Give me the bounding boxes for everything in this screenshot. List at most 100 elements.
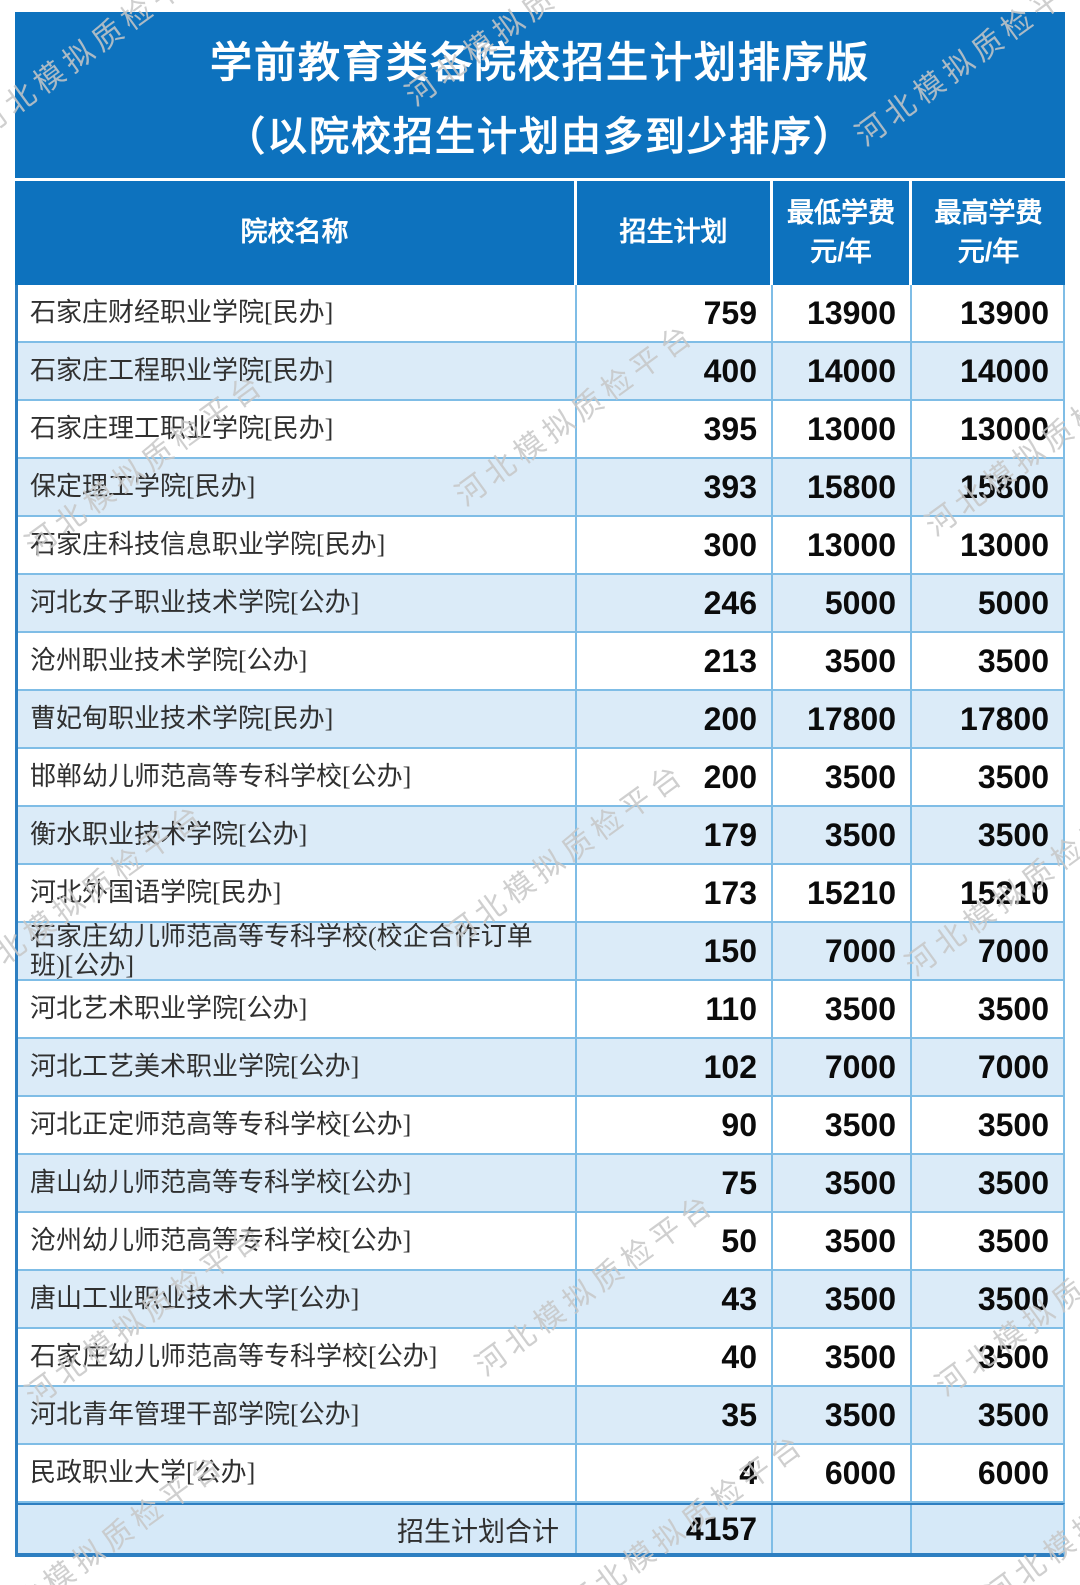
table-row: 河北艺术职业学院[公办] 110 3500 3500 (18, 981, 1063, 1039)
min-fee-cell: 3500 (773, 807, 912, 863)
plan-cell: 173 (577, 865, 773, 921)
college-name-cell: 衡水职业技术学院[公办] (18, 807, 577, 863)
table-row: 民政职业大学[公办] 4 6000 6000 (18, 1445, 1063, 1503)
college-name-cell: 河北艺术职业学院[公办] (18, 981, 577, 1037)
college-name-cell: 沧州职业技术学院[公办] (18, 633, 577, 689)
table-row: 石家庄财经职业学院[民办] 759 13900 13900 (18, 285, 1063, 343)
total-max-fee-empty (912, 1505, 1063, 1553)
min-fee-cell: 17800 (773, 691, 912, 747)
college-name-cell: 沧州幼儿师范高等专科学校[公办] (18, 1213, 577, 1269)
max-fee-cell: 3500 (977, 1222, 1049, 1259)
min-fee-cell: 3500 (773, 1387, 912, 1443)
plan-cell: 400 (577, 343, 773, 399)
college-name-cell: 河北正定师范高等专科学校[公办] (18, 1097, 577, 1153)
max-fee-cell: 7000 (977, 932, 1049, 969)
min-fee-cell: 3500 (773, 1155, 912, 1211)
table-row: 邯郸幼儿师范高等专科学校[公办] 200 3500 3500 (18, 749, 1063, 807)
min-fee-cell: 3500 (773, 1329, 912, 1385)
header-max-fee: 最高学费 元/年 (912, 181, 1065, 285)
max-fee-cell: 6000 (977, 1454, 1049, 1491)
college-name-cell: 保定理工学院[民办] (18, 459, 577, 515)
page-title: 学前教育类各院校招生计划排序版 (209, 38, 870, 86)
table-row: 唐山工业职业技术大学[公办] 43 3500 3500 (18, 1271, 1063, 1329)
total-plan-value: 4157 (577, 1505, 773, 1553)
min-fee-cell: 5000 (773, 575, 912, 631)
min-fee-cell: 13000 (773, 517, 912, 573)
max-fee-cell: 15210 (960, 874, 1049, 911)
min-fee-cell: 3500 (773, 1097, 912, 1153)
table-row: 河北青年管理干部学院[公办] 35 3500 3500 (18, 1387, 1063, 1445)
min-fee-cell: 15210 (773, 865, 912, 921)
max-fee-cell: 3500 (977, 816, 1049, 853)
header-max-fee-line2: 元/年 (957, 237, 1020, 267)
plan-cell: 150 (577, 923, 773, 979)
table-row: 唐山幼儿师范高等专科学校[公办] 75 3500 3500 (18, 1155, 1063, 1213)
table-header-row: 院校名称 招生计划 最低学费 元/年 最高学费 元/年 (15, 181, 1065, 285)
college-name-cell: 石家庄幼儿师范高等专科学校(校企合作订单班)[公办] (18, 923, 577, 979)
college-name-cell: 唐山工业职业技术大学[公办] (18, 1271, 577, 1327)
college-name-cell: 邯郸幼儿师范高等专科学校[公办] (18, 749, 577, 805)
max-fee-cell: 5000 (977, 584, 1049, 621)
college-name-cell: 曹妃甸职业技术学院[民办] (18, 691, 577, 747)
min-fee-cell: 14000 (773, 343, 912, 399)
college-name-cell: 唐山幼儿师范高等专科学校[公办] (18, 1155, 577, 1211)
header-min-fee-line2: 元/年 (810, 237, 872, 267)
table-row: 河北女子职业技术学院[公办] 246 5000 5000 (18, 575, 1063, 633)
plan-cell: 300 (577, 517, 773, 573)
plan-cell: 200 (577, 691, 773, 747)
max-fee-cell: 3500 (977, 1164, 1049, 1201)
header-college-name-label: 院校名称 (240, 217, 349, 248)
max-fee-cell: 3500 (977, 642, 1049, 679)
min-fee-cell: 3500 (773, 1213, 912, 1269)
table-row: 沧州职业技术学院[公办] 213 3500 3500 (18, 633, 1063, 691)
plan-cell: 50 (577, 1213, 773, 1269)
header-max-fee-line1: 最高学费 (934, 197, 1043, 228)
header-college-name: 院校名称 (15, 181, 577, 285)
max-fee-cell: 13000 (960, 410, 1049, 447)
plan-cell: 35 (577, 1387, 773, 1443)
max-fee-cell: 3500 (977, 990, 1049, 1027)
min-fee-cell: 7000 (773, 923, 912, 979)
table-row: 河北工艺美术职业学院[公办] 102 7000 7000 (18, 1039, 1063, 1097)
max-fee-cell: 3500 (977, 1280, 1049, 1317)
plan-cell: 102 (577, 1039, 773, 1095)
min-fee-cell: 13900 (773, 285, 912, 341)
plan-cell: 110 (577, 981, 773, 1037)
table-row: 曹妃甸职业技术学院[民办] 200 17800 17800 (18, 691, 1063, 749)
plan-cell: 213 (577, 633, 773, 689)
max-fee-cell: 7000 (977, 1048, 1049, 1085)
college-name-cell: 石家庄幼儿师范高等专科学校[公办] (18, 1329, 577, 1385)
min-fee-cell: 3500 (773, 1271, 912, 1327)
min-fee-cell: 3500 (773, 633, 912, 689)
college-name-cell: 民政职业大学[公办] (18, 1445, 577, 1501)
table-row: 石家庄幼儿师范高等专科学校(校企合作订单班)[公办] 150 7000 7000 (18, 923, 1063, 981)
college-name-cell: 河北工艺美术职业学院[公办] (18, 1039, 577, 1095)
table-row: 沧州幼儿师范高等专科学校[公办] 50 3500 3500 (18, 1213, 1063, 1271)
header-min-fee-line1: 最低学费 (787, 197, 895, 228)
college-name-cell: 石家庄科技信息职业学院[民办] (18, 517, 577, 573)
table-row: 河北正定师范高等专科学校[公办] 90 3500 3500 (18, 1097, 1063, 1155)
college-name-cell: 石家庄工程职业学院[民办] (18, 343, 577, 399)
total-min-fee-empty (773, 1505, 912, 1553)
max-fee-cell: 13900 (960, 294, 1049, 331)
plan-cell: 393 (577, 459, 773, 515)
max-fee-cell: 14000 (960, 352, 1049, 389)
table-row: 衡水职业技术学院[公办] 179 3500 3500 (18, 807, 1063, 865)
min-fee-cell: 6000 (773, 1445, 912, 1501)
college-name-cell: 石家庄财经职业学院[民办] (18, 285, 577, 341)
table-row: 保定理工学院[民办] 393 15800 15800 (18, 459, 1063, 517)
min-fee-cell: 7000 (773, 1039, 912, 1095)
plan-cell: 759 (577, 285, 773, 341)
page-subtitle: （以院校招生计划由多到少排序） (225, 114, 855, 159)
max-fee-cell: 17800 (960, 700, 1049, 737)
divider (15, 178, 1065, 181)
min-fee-cell: 15800 (773, 459, 912, 515)
table-body: 石家庄财经职业学院[民办] 759 13900 13900 石家庄工程职业学院[民办] 4… (15, 285, 1065, 1503)
plan-cell: 179 (577, 807, 773, 863)
plan-cell: 4 (577, 1445, 773, 1501)
max-fee-cell: 15800 (960, 468, 1049, 505)
min-fee-cell: 13000 (773, 401, 912, 457)
table-row: 石家庄工程职业学院[民办] 400 14000 14000 (18, 343, 1063, 401)
max-fee-cell: 3500 (977, 1106, 1049, 1143)
